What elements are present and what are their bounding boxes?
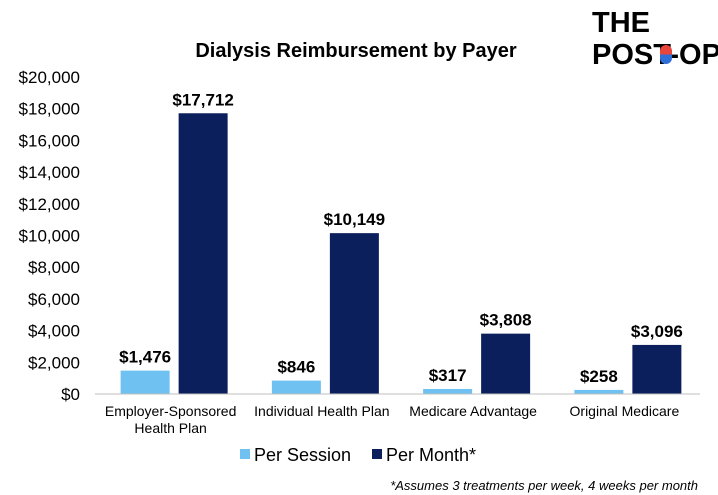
bar-per-month — [632, 344, 682, 394]
y-tick-label: $4,000 — [28, 322, 80, 341]
data-label: $3,096 — [631, 322, 683, 341]
y-tick-label: $6,000 — [28, 290, 80, 309]
logo-text-line1: THE — [592, 7, 650, 39]
y-tick-label: $12,000 — [19, 195, 80, 214]
y-tick-label: $16,000 — [19, 131, 80, 150]
pill-bottom — [660, 54, 672, 64]
logo: THE POST-OP — [592, 7, 718, 71]
x-tick-label: Original Medicare — [570, 403, 680, 419]
data-label: $10,149 — [324, 210, 385, 229]
x-tick-label: Individual Health Plan — [254, 403, 389, 419]
chart-title: Dialysis Reimbursement by Payer — [195, 40, 516, 62]
x-tick-label: Employer-Sponsored — [105, 403, 237, 419]
bar-per-session — [574, 389, 624, 394]
y-tick-label: $14,000 — [19, 163, 80, 182]
legend-swatch — [372, 449, 382, 459]
data-label: $317 — [429, 366, 467, 385]
logo-pill-icon — [660, 45, 672, 64]
bar-per-session — [423, 388, 473, 394]
legend-label: Per Session — [254, 445, 351, 465]
legend-swatch — [240, 449, 250, 459]
bar-per-month — [178, 113, 228, 394]
y-tick-label: $18,000 — [19, 100, 80, 119]
x-tick-label: Medicare Advantage — [409, 403, 537, 419]
data-label: $3,808 — [480, 311, 532, 330]
pill-top — [660, 45, 672, 55]
data-labels: $1,476 $17,712 $846 $10,149 $317 $3,808 $258 $3… — [119, 90, 683, 386]
y-tick-label: $0 — [61, 385, 80, 404]
legend-label: Per Month* — [386, 445, 476, 465]
legend: Per Session Per Month* — [240, 445, 476, 465]
footnote: *Assumes 3 treatments per week, 4 weeks … — [390, 478, 698, 493]
bar-per-session — [120, 370, 170, 394]
bar-per-month — [481, 333, 531, 394]
y-tick-label: $2,000 — [28, 353, 80, 372]
y-tick-label: $20,000 — [19, 68, 80, 87]
y-axis: $0 $2,000 $4,000 $6,000 $8,000 $10,000 $12,000… — [19, 68, 80, 404]
data-label: $17,712 — [172, 90, 233, 109]
data-label: $1,476 — [119, 348, 171, 367]
data-label: $846 — [277, 358, 315, 377]
data-label: $258 — [580, 367, 618, 386]
x-tick-label: Health Plan — [134, 420, 206, 436]
y-tick-label: $8,000 — [28, 258, 80, 277]
bars — [120, 113, 682, 394]
bar-per-month — [329, 233, 379, 394]
bar-per-session — [271, 380, 321, 394]
logo-text-line2: POST-OP — [592, 39, 718, 71]
y-tick-label: $10,000 — [19, 227, 80, 246]
